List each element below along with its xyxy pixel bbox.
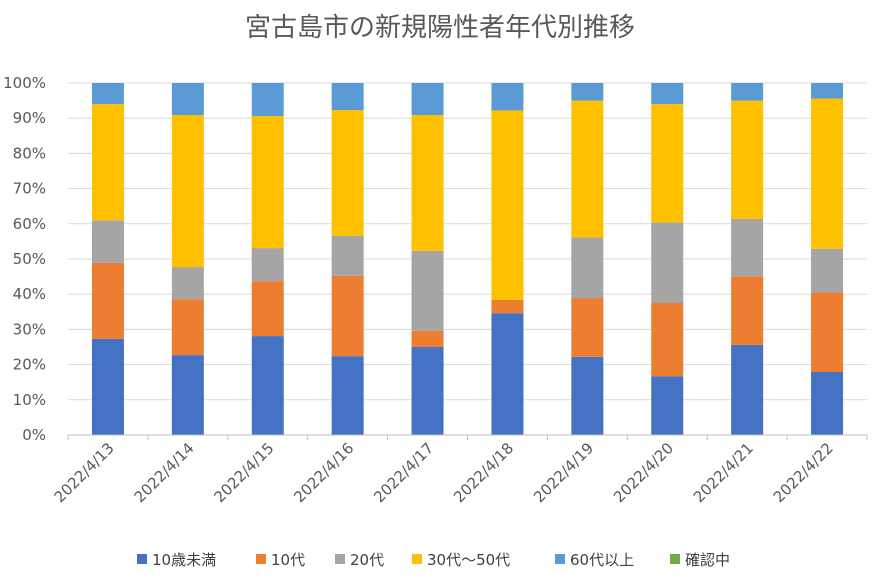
bar-segment	[91, 83, 124, 105]
bar-segment	[251, 281, 284, 337]
y-tick-label: 10%	[13, 391, 46, 409]
bar-segment	[171, 355, 204, 435]
legend-swatch	[555, 554, 565, 564]
bar-segment	[91, 262, 124, 339]
bar-segment	[651, 222, 684, 303]
y-tick-label: 80%	[13, 144, 46, 162]
legend-label: 10代	[271, 551, 305, 569]
bar-segment	[331, 110, 364, 236]
y-tick-label: 20%	[13, 356, 46, 374]
bar-segment	[731, 276, 764, 345]
legend-label: 20代	[350, 551, 384, 569]
legend-label: 60代以上	[570, 551, 634, 569]
bar-segment	[411, 250, 444, 331]
legend-swatch	[335, 554, 345, 564]
y-tick-label: 30%	[13, 320, 46, 338]
bar-segment	[491, 110, 524, 300]
bar-segment	[251, 248, 284, 282]
bar-segment	[491, 83, 524, 111]
bar-segment	[331, 356, 364, 435]
legend-label: 確認中	[685, 551, 730, 569]
bar-segment	[491, 299, 524, 314]
legend-swatch	[412, 554, 422, 564]
bar-segment	[251, 116, 284, 249]
bar-segment	[251, 336, 284, 435]
bar-segment	[91, 104, 124, 221]
legend-label: 10歳未満	[152, 551, 216, 569]
bar-segment	[811, 83, 844, 99]
bar-segment	[171, 115, 204, 268]
bar-segment	[251, 83, 284, 117]
bar-segment	[811, 248, 844, 293]
y-tick-label: 50%	[13, 250, 46, 268]
bar-segment	[731, 83, 764, 101]
bar-segment	[411, 330, 444, 347]
bar-segment	[171, 267, 204, 300]
bar-segment	[571, 100, 604, 238]
bar-segment	[731, 100, 764, 219]
bar-segment	[171, 83, 204, 116]
x-tick-label: 2022/4/15	[210, 439, 277, 506]
bar-segment	[651, 104, 684, 223]
legend-swatch	[256, 554, 266, 564]
x-tick-label: 2022/4/14	[131, 439, 198, 506]
y-tick-label: 90%	[13, 109, 46, 127]
y-tick-label: 100%	[3, 74, 46, 92]
bar-segment	[411, 83, 444, 116]
bars	[91, 83, 844, 435]
chart-title: 宮古島市の新規陽性者年代別推移	[245, 13, 635, 43]
y-tick-label: 0%	[22, 426, 46, 444]
legend: 10歳未満 10代 20代 30代～50代 60代以上 確認中	[137, 551, 730, 569]
x-tick-label: 2022/4/17	[370, 439, 437, 506]
bar-segment	[91, 220, 124, 263]
bar-segment	[411, 115, 444, 251]
x-tick-label: 2022/4/19	[530, 439, 597, 506]
bar-segment	[331, 83, 364, 111]
bar-segment	[491, 313, 524, 435]
x-tick-label: 2022/4/22	[770, 439, 837, 506]
bar-segment	[811, 98, 844, 249]
bar-segment	[811, 371, 844, 435]
x-tick-label: 2022/4/16	[290, 439, 357, 506]
x-tick-label: 2022/4/21	[690, 439, 757, 506]
x-tick-label: 2022/4/13	[51, 439, 118, 506]
bar-segment	[731, 344, 764, 435]
bar-segment	[651, 83, 684, 105]
x-tick-label: 2022/4/20	[610, 439, 677, 506]
bar-segment	[571, 237, 604, 299]
bar-segment	[811, 292, 844, 372]
bar-segment	[571, 298, 604, 357]
bar-segment	[651, 376, 684, 435]
x-tick-label: 2022/4/18	[450, 439, 517, 506]
y-axis-ticks: 0% 10% 20% 30% 40% 50% 60% 70% 80% 90% 100%	[3, 74, 46, 444]
bar-segment	[411, 347, 444, 435]
x-axis: 2022/4/13 2022/4/14 2022/4/15 2022/4/16 2022…	[51, 434, 868, 506]
legend-swatch	[137, 554, 147, 564]
bar-segment	[651, 303, 684, 377]
y-tick-label: 60%	[13, 215, 46, 233]
legend-swatch	[670, 554, 680, 564]
bar-segment	[731, 218, 764, 277]
bar-segment	[331, 235, 364, 276]
bar-segment	[331, 275, 364, 357]
bar-segment	[571, 356, 604, 435]
y-tick-label: 70%	[13, 180, 46, 198]
bar-segment	[171, 299, 204, 356]
bar-segment	[91, 338, 124, 435]
legend-label: 30代～50代	[427, 551, 510, 569]
y-tick-label: 40%	[13, 285, 46, 303]
bar-segment	[571, 83, 604, 101]
